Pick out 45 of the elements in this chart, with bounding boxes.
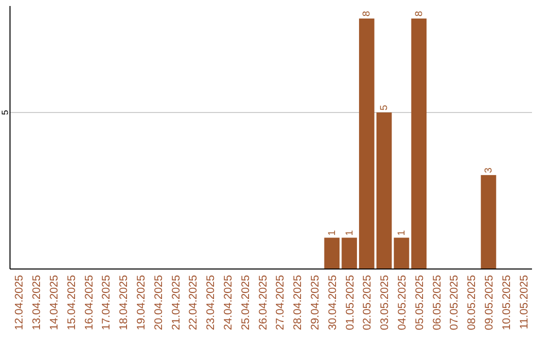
x-tick-label: 06.05.2025 <box>431 275 444 330</box>
x-tick-label: 12.04.2025 <box>14 275 26 330</box>
bar <box>359 18 374 269</box>
x-tick-label: 30.04.2025 <box>326 275 339 330</box>
x-tick-label: 01.05.2025 <box>344 275 356 330</box>
x-tick-label: 11.05.2025 <box>518 275 530 330</box>
x-tick-label: 25.04.2025 <box>240 275 252 330</box>
x-tick-label: 26.04.2025 <box>257 275 270 330</box>
bar <box>411 18 427 269</box>
x-tick-label: 18.04.2025 <box>118 275 130 330</box>
x-tick-label: 28.04.2025 <box>292 275 304 330</box>
bar <box>342 238 357 269</box>
x-tick-label: 05.05.2025 <box>414 275 426 330</box>
x-tick-label: 14.04.2025 <box>48 275 60 330</box>
bar <box>376 112 392 269</box>
x-tick-label: 22.04.2025 <box>188 275 200 330</box>
x-tick-label: 08.05.2025 <box>466 275 478 330</box>
data-label: 8 <box>362 10 373 17</box>
x-tick-label: 17.04.2025 <box>100 275 113 330</box>
x-tick-label: 07.05.2025 <box>448 275 461 330</box>
x-tick-label: 03.05.2025 <box>379 275 392 330</box>
data-label: 8 <box>414 10 425 17</box>
bar <box>324 238 340 269</box>
x-tick-label: 15.04.2025 <box>66 275 78 330</box>
x-tick-label: 04.05.2025 <box>396 275 408 330</box>
data-label: 3 <box>484 167 494 174</box>
x-tick-label: 10.05.2025 <box>500 275 513 330</box>
x-tick-label: 27.04.2025 <box>274 275 287 330</box>
x-tick-label: 02.05.2025 <box>362 275 374 330</box>
bar <box>480 175 496 269</box>
data-label: 1 <box>396 230 408 236</box>
x-tick-label: 13.04.2025 <box>31 275 44 330</box>
x-tick-label: 16.04.2025 <box>83 275 96 330</box>
x-tick-label: 09.05.2025 <box>484 275 496 330</box>
x-tick-label: 23.04.2025 <box>205 275 218 330</box>
data-label: 1 <box>344 230 356 236</box>
x-tick-label: 20.04.2025 <box>152 275 165 330</box>
x-tick-label: 21.04.2025 <box>170 275 182 330</box>
x-tick-label: 24.04.2025 <box>222 275 234 330</box>
data-label: 1 <box>326 230 338 236</box>
bar <box>394 238 410 269</box>
x-tick-label: 29.04.2025 <box>310 275 322 330</box>
x-tick-label: 19.04.2025 <box>136 275 148 330</box>
ref-line-label: 5 <box>0 110 10 115</box>
data-label: 5 <box>379 104 390 110</box>
